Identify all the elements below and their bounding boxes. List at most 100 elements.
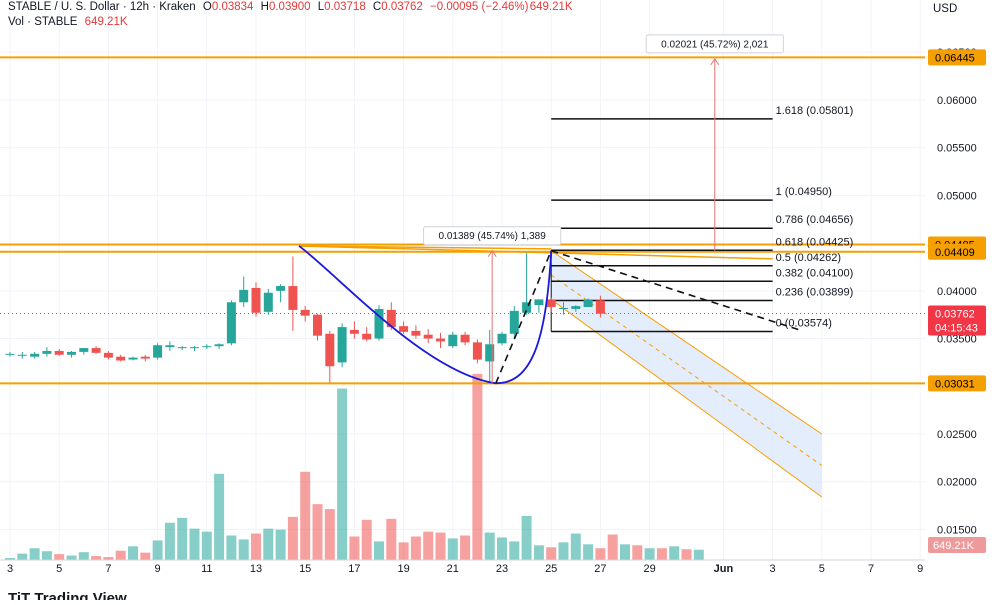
candle[interactable] xyxy=(399,321,409,334)
candle[interactable] xyxy=(583,298,593,308)
volume-bar xyxy=(644,548,655,560)
candle[interactable] xyxy=(263,288,273,315)
candle[interactable] xyxy=(559,302,568,315)
channel-lower-line[interactable] xyxy=(550,299,823,498)
ohlc-high: H0.03900 xyxy=(260,1,311,13)
symbol-info-line: STABLE / U. S. Dollar · 12h · Kraken O0.… xyxy=(8,1,577,13)
candle[interactable] xyxy=(374,305,384,341)
candle[interactable] xyxy=(165,341,175,351)
candle[interactable] xyxy=(337,323,347,368)
candle[interactable] xyxy=(300,306,310,322)
level-price-tag[interactable]: 0.03031 xyxy=(928,375,986,392)
candle-body xyxy=(362,333,372,340)
candle[interactable] xyxy=(509,306,519,339)
candle[interactable] xyxy=(17,351,27,359)
candle-body xyxy=(571,306,581,309)
volume-bar xyxy=(558,542,569,560)
candle[interactable] xyxy=(595,295,605,318)
watermark-text: TiT Trading View xyxy=(8,590,127,600)
price-axis-tick: 0.05000 xyxy=(937,190,977,202)
candle[interactable] xyxy=(288,256,298,331)
channel-mid-line xyxy=(550,274,823,466)
symbol-title[interactable]: STABLE / U. S. Dollar · 12h · Kraken xyxy=(8,1,196,13)
last-price-tag-bg xyxy=(928,305,986,336)
currency-label[interactable]: USD xyxy=(933,3,958,15)
level-price-tag[interactable]: 0.04409 xyxy=(928,243,986,260)
candle[interactable] xyxy=(5,351,15,357)
candle[interactable] xyxy=(362,327,372,342)
grid xyxy=(0,0,925,560)
candle-body xyxy=(54,350,64,355)
volume-bar xyxy=(164,522,175,560)
candle[interactable] xyxy=(276,284,286,303)
candle[interactable] xyxy=(214,343,224,350)
candle[interactable] xyxy=(153,343,163,360)
candle[interactable] xyxy=(251,282,261,317)
candle[interactable] xyxy=(177,346,187,350)
candle-body xyxy=(5,353,15,355)
candle[interactable] xyxy=(448,331,458,349)
fib-level-label: 0.236 (0.03899) xyxy=(776,286,854,298)
candle[interactable] xyxy=(190,346,199,351)
volume-bar xyxy=(521,515,532,560)
time-axis[interactable]: 3 5 7 9 11 13 15 17 19 21 23 25 27 29 Jun 3 5 7 9 xyxy=(0,559,925,575)
volume-indicator-label[interactable]: Vol · STABLE xyxy=(8,16,78,28)
candle[interactable] xyxy=(423,329,433,344)
candle[interactable] xyxy=(522,252,532,315)
candle[interactable] xyxy=(67,350,76,358)
price-range-measure[interactable]: 0.02021 (45.72%) 2,021 xyxy=(645,34,784,252)
candle-body xyxy=(79,348,89,352)
fib-level-label: 0 (0.03574) xyxy=(776,317,832,329)
volume-bar xyxy=(546,547,557,560)
fib-level-label: 1.618 (0.05801) xyxy=(776,105,854,117)
price-range-measure[interactable]: 0.01389 (45.74%) 1,389 xyxy=(423,226,562,384)
candle-body xyxy=(583,299,593,308)
candle-body xyxy=(497,333,507,344)
candle[interactable] xyxy=(325,330,335,383)
candle[interactable] xyxy=(571,305,581,312)
candle-body xyxy=(239,289,249,303)
candle[interactable] xyxy=(116,354,126,362)
time-axis-tick: 5 xyxy=(819,563,825,575)
cup-pattern-curve[interactable] xyxy=(298,245,553,385)
volume-bar xyxy=(681,549,692,560)
candle[interactable] xyxy=(485,329,495,384)
candle[interactable] xyxy=(534,299,544,313)
candle-body xyxy=(116,356,126,361)
candle[interactable] xyxy=(460,331,470,346)
ohlc-low: L0.03718 xyxy=(317,1,366,13)
level-price-tag[interactable]: 0.06445 xyxy=(928,49,986,66)
candle[interactable] xyxy=(349,321,359,339)
candle[interactable] xyxy=(497,331,507,346)
candle[interactable] xyxy=(313,313,322,341)
candle[interactable] xyxy=(103,350,113,360)
candle-body xyxy=(202,346,212,348)
candle[interactable] xyxy=(42,347,52,357)
candle[interactable] xyxy=(411,325,421,339)
candle[interactable] xyxy=(472,339,482,364)
candle[interactable] xyxy=(239,276,249,308)
candle[interactable] xyxy=(202,344,212,350)
candle[interactable] xyxy=(226,300,236,346)
candle[interactable] xyxy=(546,297,556,312)
last-price-tag[interactable]: 0.03762 04:15:43 xyxy=(928,305,986,336)
measure-label-box xyxy=(423,226,562,246)
candle-body xyxy=(17,354,27,356)
volume-bar xyxy=(54,554,65,560)
dashed-projection-line[interactable] xyxy=(495,249,800,384)
price-axis[interactable]: 0.01500 0.02000 0.02500 0.03500 0.04000 0.050… xyxy=(925,0,1000,600)
candle-body xyxy=(460,334,470,343)
candle[interactable] xyxy=(91,346,101,354)
candle[interactable] xyxy=(140,354,150,362)
candle-body xyxy=(276,286,286,291)
candle[interactable] xyxy=(436,332,445,349)
volume-bar xyxy=(103,557,114,560)
candle-body xyxy=(251,287,261,313)
candle[interactable] xyxy=(30,351,40,359)
candle[interactable] xyxy=(54,349,64,356)
candle[interactable] xyxy=(79,348,89,355)
candle[interactable] xyxy=(128,356,138,361)
orange-trend-line[interactable] xyxy=(299,245,773,260)
